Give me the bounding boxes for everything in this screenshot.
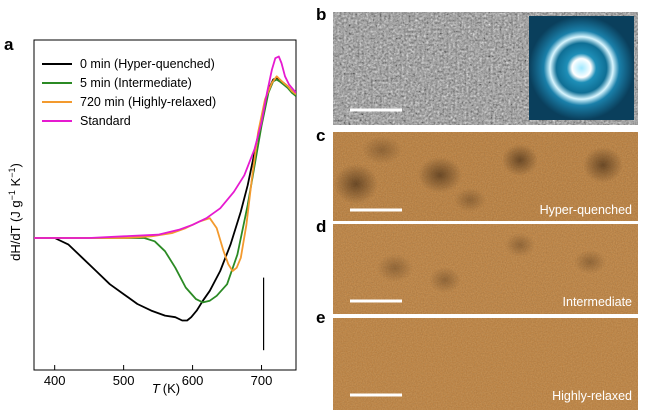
caption-c: Hyper-quenched (540, 203, 632, 217)
panel-e-image: Highly-relaxed (333, 318, 638, 410)
y-axis-title-exp: −1 (7, 190, 17, 200)
legend-label: 0 min (Hyper-quenched) (80, 57, 215, 71)
y-axis-title-close: ) (8, 163, 23, 167)
legend-item-2: 720 min (Highly-relaxed) (42, 95, 216, 109)
stem-dark-grain (333, 132, 638, 221)
x-axis-title-unit: (K) (163, 381, 180, 396)
caption-e: Highly-relaxed (552, 389, 632, 403)
y-axis-title-exp: −1 (7, 168, 17, 178)
legend-item-0: 0 min (Hyper-quenched) (42, 57, 215, 71)
y-axis-title-main: dH/dT (J g (8, 200, 23, 260)
caption-d: Intermediate (563, 295, 633, 309)
series-line-1 (34, 78, 296, 304)
panel-label-d: d (316, 217, 326, 236)
panel-b-image (333, 12, 638, 125)
panel-label-c: c (316, 126, 325, 145)
series-line-0 (34, 77, 296, 322)
series-line-2 (34, 75, 296, 272)
panel-label-e: e (316, 308, 325, 327)
plot-frame (33, 39, 297, 371)
legend-label: 5 min (Intermediate) (80, 76, 192, 90)
x-axis-title: T (K) (152, 381, 180, 396)
y-axis-title-unit: K (8, 177, 23, 190)
x-tick-label: 400 (44, 373, 66, 388)
series-line-3 (34, 55, 296, 239)
diffraction-inset (529, 16, 634, 120)
x-tick-label: 700 (251, 373, 273, 388)
panel-label-a: a (4, 35, 14, 54)
x-ticks: 400 500 600 700 (44, 365, 273, 388)
panel-d-image: Intermediate (333, 224, 638, 314)
x-axis-title-var: T (152, 381, 161, 396)
x-tick-label: 500 (113, 373, 135, 388)
stem-dark-grain (333, 224, 638, 314)
legend-label: 720 min (Highly-relaxed) (80, 95, 216, 109)
legend-item-1: 5 min (Intermediate) (42, 76, 192, 90)
legend-label: Standard (80, 114, 131, 128)
x-tick-label: 600 (182, 373, 204, 388)
panel-c-image: Hyper-quenched (333, 132, 638, 221)
legend-item-3: Standard (42, 114, 131, 128)
panel-label-b: b (316, 5, 326, 24)
legend: 0 min (Hyper-quenched) 5 min (Intermedia… (42, 57, 216, 128)
dsc-chart: 400 500 600 700 0 min (Hyper-quenched) 5 mi… (7, 39, 297, 396)
series-group (34, 55, 296, 322)
y-axis-title: dH/dT (J g−1 K−1) (7, 163, 23, 261)
